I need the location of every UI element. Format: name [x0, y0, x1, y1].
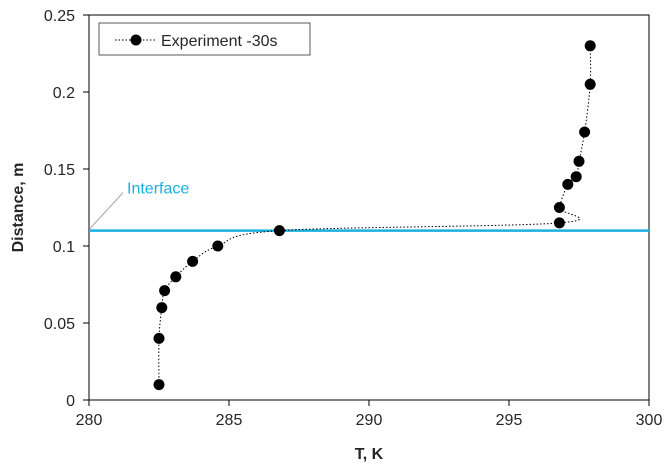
y-tick-label: 0.15 — [44, 162, 75, 179]
x-tick-labels: 280 285 290 295 300 — [76, 400, 663, 429]
x-axis-title: T, K — [355, 446, 384, 463]
data-series — [153, 40, 596, 391]
x-tick-label: 295 — [496, 412, 523, 429]
legend: Experiment -30s — [98, 22, 311, 56]
data-point — [212, 240, 224, 252]
interface-leader-line — [89, 192, 124, 229]
y-tick-label: 0.1 — [53, 239, 75, 256]
x-tick-label: 290 — [356, 412, 383, 429]
data-point — [156, 302, 168, 314]
data-point — [570, 171, 582, 183]
legend-marker — [130, 34, 142, 46]
data-point — [584, 78, 596, 90]
data-point — [273, 225, 285, 237]
data-point — [573, 155, 585, 167]
x-tick-label: 285 — [216, 412, 243, 429]
data-point — [187, 255, 199, 267]
y-tick-label: 0.05 — [44, 316, 75, 333]
data-point — [553, 202, 565, 213]
data-point — [153, 379, 165, 391]
y-tick-label: 0.25 — [44, 8, 75, 25]
legend-entry-label: Experiment -30s — [161, 33, 278, 50]
y-axis-title: Distance, m — [10, 163, 27, 253]
data-point — [553, 217, 565, 229]
x-tick-label: 280 — [76, 412, 103, 429]
data-point — [584, 40, 596, 52]
data-point — [579, 126, 591, 138]
y-tick-labels: 0 0.05 0.1 0.15 0.2 0.25 — [44, 8, 89, 410]
interface-label: Interface — [127, 181, 189, 198]
y-tick-label: 0.2 — [53, 85, 75, 102]
data-point — [153, 332, 165, 344]
interface-reference: Interface — [89, 181, 649, 232]
data-point — [562, 178, 574, 190]
y-tick-label: 0 — [66, 393, 75, 410]
x-tick-label: 300 — [636, 412, 663, 429]
data-point — [170, 271, 182, 283]
data-point — [159, 285, 171, 297]
